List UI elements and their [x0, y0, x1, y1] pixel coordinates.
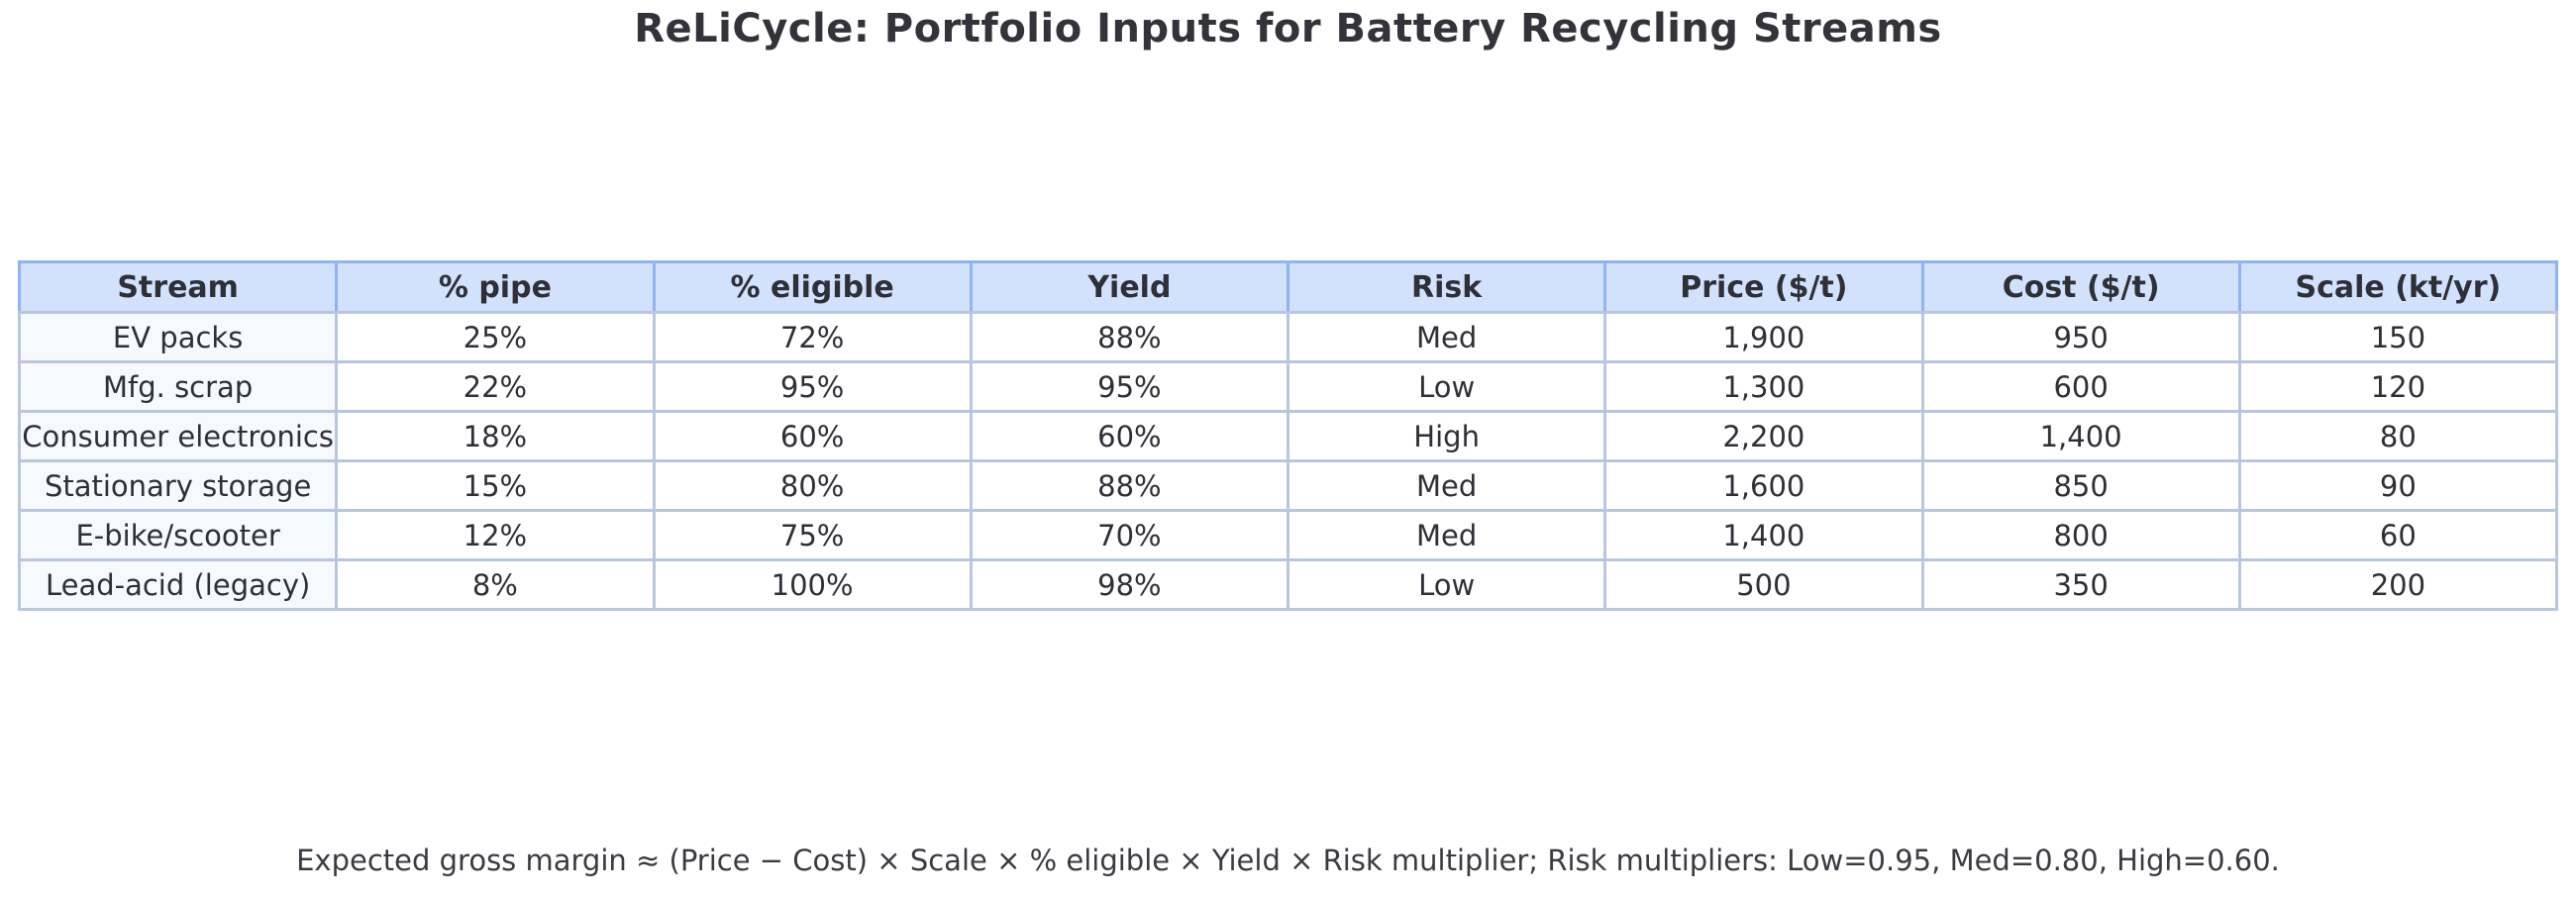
stream-cell: EV packs: [17, 311, 339, 363]
value-cell: 8%: [335, 558, 656, 611]
column-header: Risk: [1286, 260, 1607, 314]
value-cell: 60%: [969, 410, 1290, 462]
table-header-row: Stream% pipe% eligible Yield Risk Price ($/…: [17, 260, 2559, 314]
value-cell: 88%: [969, 459, 1290, 512]
value-cell: 1,900: [1603, 311, 1924, 363]
value-cell: 800: [1920, 509, 2241, 561]
value-cell: 500: [1603, 558, 1924, 611]
value-cell: Med: [1286, 509, 1607, 561]
value-cell: 72%: [652, 311, 973, 363]
value-cell: 1,400: [1920, 410, 2241, 462]
table-row: Mfg. scrap 22% 95% 95% Low 1,300 600 120: [17, 360, 2559, 413]
column-header: Cost ($/t): [1920, 260, 2241, 314]
table-row: EV packs 25% 72% 88% Med 1,900 950 150: [17, 311, 2559, 363]
value-cell: 150: [2237, 311, 2559, 363]
stream-cell: Mfg. scrap: [17, 360, 339, 413]
value-cell: 60: [2237, 509, 2559, 561]
column-header: Yield: [969, 260, 1290, 314]
page-title: ReLiCycle: Portfolio Inputs for Battery …: [634, 6, 1942, 51]
value-cell: 60%: [652, 410, 973, 462]
value-cell: 80%: [652, 459, 973, 512]
value-cell: 15%: [335, 459, 656, 512]
column-header: Scale (kt/yr): [2237, 260, 2559, 314]
value-cell: 200: [2237, 558, 2559, 611]
value-cell: 120: [2237, 360, 2559, 413]
column-header: % pipe: [335, 260, 656, 314]
stream-cell: Lead-acid (legacy): [17, 558, 339, 611]
value-cell: High: [1286, 410, 1607, 462]
column-header: Price ($/t): [1603, 260, 1924, 314]
table-row: Stationary storage 15% 80% 88% Med 1,600 850 90: [17, 459, 2559, 512]
portfolio-inputs-table: Stream% pipe% eligible Yield Risk Price ($/…: [17, 260, 2559, 611]
stream-cell: Stationary storage: [17, 459, 339, 512]
stream-cell: Consumer electronics: [17, 410, 339, 462]
table-row: Consumer electronics 18% 60% 60% High 2,200 1,…: [17, 410, 2559, 462]
value-cell: 70%: [969, 509, 1290, 561]
value-cell: Low: [1286, 360, 1607, 413]
value-cell: Low: [1286, 558, 1607, 611]
footnote-formula: Expected gross margin ≈ (Price − Cost) ×…: [296, 844, 2280, 877]
stream-cell: E-bike/scooter: [17, 509, 339, 561]
table-row: Lead-acid (legacy) 8% 100% 98% Low 500 350 200: [17, 558, 2559, 611]
value-cell: 95%: [652, 360, 973, 413]
value-cell: Med: [1286, 459, 1607, 512]
value-cell: 90: [2237, 459, 2559, 512]
value-cell: 12%: [335, 509, 656, 561]
value-cell: Med: [1286, 311, 1607, 363]
value-cell: 950: [1920, 311, 2241, 363]
value-cell: 1,300: [1603, 360, 1924, 413]
value-cell: 100%: [652, 558, 973, 611]
table-row: E-bike/scooter 12% 75% 70% Med 1,400 800 60: [17, 509, 2559, 561]
column-header: Stream: [17, 260, 339, 314]
value-cell: 850: [1920, 459, 2241, 512]
value-cell: 1,600: [1603, 459, 1924, 512]
value-cell: 80: [2237, 410, 2559, 462]
table-body: EV packs 25% 72% 88% Med 1,900 950 150 Mfg. scra…: [17, 311, 2559, 611]
value-cell: 350: [1920, 558, 2241, 611]
table-header: Stream% pipe% eligible Yield Risk Price ($/…: [17, 260, 2559, 314]
value-cell: 88%: [969, 311, 1290, 363]
value-cell: 1,400: [1603, 509, 1924, 561]
column-header: % eligible: [652, 260, 973, 314]
value-cell: 75%: [652, 509, 973, 561]
value-cell: 18%: [335, 410, 656, 462]
value-cell: 2,200: [1603, 410, 1924, 462]
value-cell: 600: [1920, 360, 2241, 413]
value-cell: 22%: [335, 360, 656, 413]
value-cell: 25%: [335, 311, 656, 363]
value-cell: 95%: [969, 360, 1290, 413]
value-cell: 98%: [969, 558, 1290, 611]
